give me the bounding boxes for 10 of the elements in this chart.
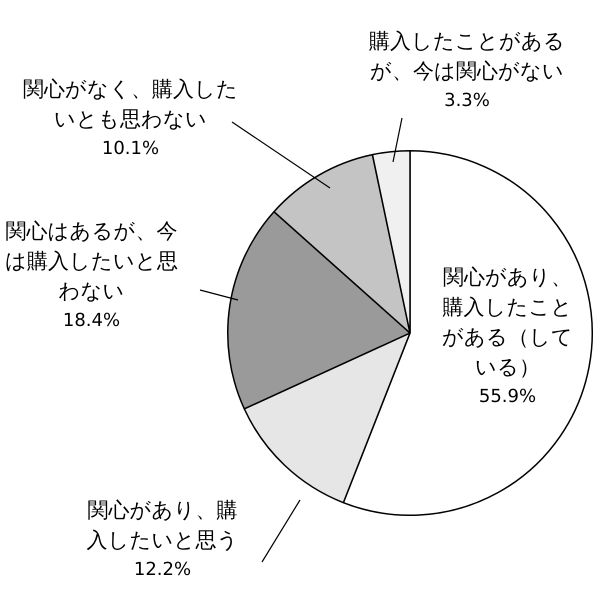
slice-label: 関心がなく、購入したいとも思わない xyxy=(22,76,239,133)
data-label: 10.1% xyxy=(100,137,160,161)
slice-label: 関心があり、購入したことがある（している） xyxy=(441,264,574,381)
data-label: 3.3% xyxy=(443,89,491,113)
slice-label: 関心はあるが、今は購入したいと思わない xyxy=(4,218,179,305)
data-label: 12.2% xyxy=(132,558,192,582)
data-label: 18.4% xyxy=(62,309,122,333)
slice-label: 関心があり、購入したいと思う xyxy=(86,497,240,554)
data-label: 55.9% xyxy=(478,385,538,409)
slice-label: 購入したことがあるが、今は関心がない xyxy=(368,28,566,85)
